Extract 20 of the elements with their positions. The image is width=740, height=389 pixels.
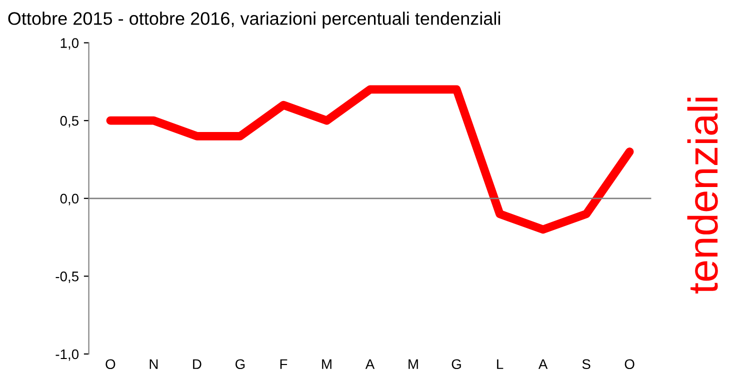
x-tick-label: A xyxy=(538,359,548,369)
x-tick-label: D xyxy=(193,359,202,369)
x-tick-label: A xyxy=(365,359,375,369)
y-tick-label: 0,0 xyxy=(60,194,79,206)
x-tick-label: N xyxy=(150,359,158,369)
x-tick-label: M xyxy=(408,359,418,369)
x-tick-label: G xyxy=(236,359,245,370)
x-tick-label: M xyxy=(322,359,332,369)
y-tick-label: -1,0 xyxy=(56,349,79,361)
x-tick-label: O xyxy=(106,359,116,370)
x-tick-label: F xyxy=(280,359,288,369)
chart-title: Ottobre 2015 - ottobre 2016, variazioni percentuali tendenziali xyxy=(8,12,500,28)
y-tick-label: 1,0 xyxy=(60,38,79,50)
y-tick-label: -0,5 xyxy=(56,272,78,283)
x-tick-label: O xyxy=(624,359,634,370)
y-tick-label: 0,5 xyxy=(60,116,78,128)
x-tick-label: G xyxy=(452,359,461,370)
x-tick-label: L xyxy=(497,359,504,369)
x-tick-label: S xyxy=(582,359,590,370)
text: tendenziali xyxy=(687,98,718,294)
